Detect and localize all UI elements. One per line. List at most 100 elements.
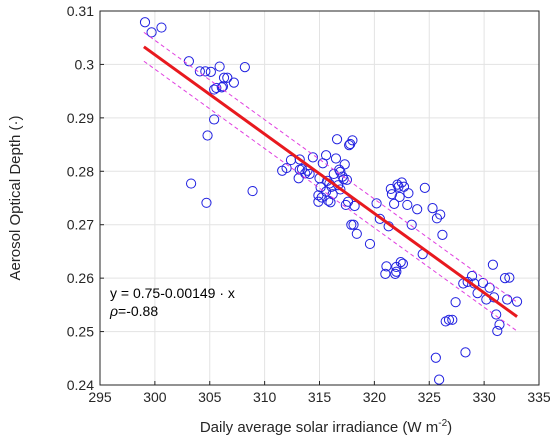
x-tick-label: 315 [308,389,332,405]
data-point [499,273,511,284]
data-point [419,182,430,193]
data-point [427,203,438,214]
data-point [346,219,357,230]
y-axis-ticks: 0.24 0.25 0.26 0.27 0.28 0.29 0.3 0.31 [67,3,104,393]
x-tick-label: 295 [88,389,112,405]
x-tick-label: 330 [472,389,496,405]
data-point [434,374,445,385]
data-point [431,213,443,224]
data-point [391,261,402,273]
y-tick-label: 0.29 [67,110,94,126]
data-point [331,134,343,145]
data-point [214,61,225,72]
data-point [316,192,327,203]
data-point [201,197,212,208]
y-tick-label: 0.27 [67,217,94,233]
x-axis-label-end: ) [447,419,452,436]
data-point [491,309,502,320]
data-point [435,209,446,220]
data-point [403,188,414,199]
data-point [320,150,332,161]
data-point [205,66,216,78]
data-point [402,199,413,211]
x-axis-label-main: Daily average solar irradiance (W m [200,419,438,436]
rho-symbol: ρ [109,303,118,319]
data-point [325,197,336,208]
x-tick-label: 305 [198,389,222,405]
data-point [218,72,230,83]
data-point [394,191,405,203]
data-point [139,17,151,28]
data-point [487,259,499,270]
y-tick-label: 0.26 [67,270,94,286]
data-point [347,135,358,146]
data-point [156,22,167,33]
data-point [511,296,523,307]
data-point [392,179,403,190]
data-point [380,268,391,279]
data-point [216,82,227,93]
y-axis-label: Aerosol Optical Depth (·) [7,115,24,280]
data-point [460,347,471,358]
data-point [209,84,220,95]
data-point [374,213,385,224]
data-point [447,314,458,325]
y-tick-label: 0.25 [67,324,94,340]
x-tick-label: 300 [143,389,167,405]
data-point [430,352,441,363]
y-tick-label: 0.24 [67,377,94,393]
x-tick-label: 335 [527,389,550,405]
x-tick-label: 310 [253,389,277,405]
data-point [371,198,382,209]
x-tick-label: 325 [418,389,442,405]
data-point [202,130,213,141]
data-point [381,261,392,272]
data-point [228,77,239,88]
data-point [364,238,376,250]
data-point [339,159,350,170]
data-point [477,277,489,289]
rho-value: =-0.88 [118,303,158,319]
data-point [492,325,503,337]
data-point [389,198,400,209]
x-axis-label-superscript: -2 [438,418,447,429]
data-point [504,272,515,283]
x-axis-ticks: 295 300 305 310 315 320 325 330 335 [88,381,550,405]
data-point [391,266,402,277]
x-tick-label: 320 [363,389,387,405]
data-point [412,204,423,215]
data-point [185,178,197,189]
data-point [334,164,345,175]
data-point [340,199,351,211]
regression-equation: y = 0.75-0.00149 · x [110,285,235,301]
y-tick-label: 0.3 [75,56,95,72]
data-point [450,297,461,308]
data-point [466,270,478,282]
data-point [330,153,342,164]
data-point [390,268,401,279]
data-point [313,190,324,201]
data-point [443,314,455,325]
data-point [146,27,157,38]
data-point [209,114,220,125]
regression-line [143,45,518,318]
data-point [494,319,505,330]
data-point [397,258,409,269]
data-point [437,229,448,240]
data-point [393,181,404,192]
y-tick-label: 0.28 [67,163,94,179]
data-point [406,219,417,230]
data-point [386,189,398,200]
correlation-coefficient: ρ=-0.88 [109,303,158,319]
data-point [341,174,353,185]
data-point [200,66,211,77]
data-point [338,174,349,185]
data-point [351,228,362,239]
data-point [484,282,495,293]
data-point [304,168,315,180]
data-point [239,62,250,73]
data-point [294,154,305,165]
data-point [247,185,258,197]
x-axis-label: Daily average solar irradiance (W m-2) [200,418,452,436]
